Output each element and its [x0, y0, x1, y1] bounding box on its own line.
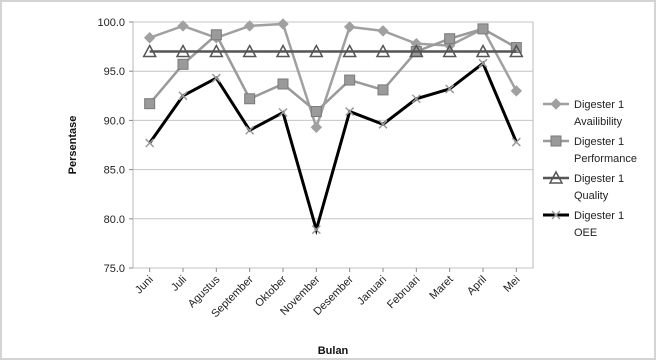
legend-marker-0 [550, 98, 562, 110]
y-tick-label: 95.0 [104, 66, 125, 78]
series-3-point [511, 137, 521, 147]
series-1-point [244, 93, 256, 105]
series-2-point [275, 43, 291, 58]
series-line-3 [148, 60, 518, 236]
series-0-point [310, 121, 323, 133]
series-0-point [143, 32, 156, 44]
series-0-point [377, 25, 389, 37]
series-3-point [445, 84, 455, 94]
series-1-point [177, 58, 189, 70]
series-line-0 [149, 22, 518, 132]
legend-marker-1 [550, 135, 562, 147]
series-0-point [343, 21, 356, 33]
legend-label: Digester 1 [574, 99, 624, 111]
series-3-point [145, 138, 155, 148]
series-3-point [378, 119, 388, 129]
legend-label: Availibility [574, 116, 623, 128]
series-1-point [310, 106, 322, 118]
series-3-point [245, 125, 255, 135]
legend-marker-3 [551, 210, 561, 220]
legend-label: Digester 1 [574, 173, 624, 185]
series-1-point [210, 29, 222, 41]
series-3-point [211, 73, 221, 83]
series-2-point [342, 43, 357, 58]
series-3-point [411, 94, 421, 104]
series-1-point [444, 33, 456, 45]
series-3-point [311, 225, 321, 235]
x-tick-label: April [465, 274, 489, 298]
series-0-point [177, 20, 189, 32]
series-2-point [309, 43, 324, 58]
series-1-point [344, 74, 356, 86]
series-1-point [377, 84, 389, 96]
x-axis-title: Bulan [318, 345, 349, 357]
series-3-point [278, 107, 288, 118]
series-2-point [175, 43, 191, 58]
series-1-point [277, 78, 289, 90]
legend-marker-2 [548, 170, 564, 184]
x-tick-label: Juli [169, 274, 189, 294]
series-2-point [242, 43, 257, 58]
series-2-point [509, 43, 524, 58]
x-tick-label: Februari [385, 274, 422, 311]
legend-label: Digester 1 [574, 210, 624, 222]
series-0-point [277, 18, 289, 30]
series-2-point [142, 43, 157, 58]
x-tick-label: Mei [501, 274, 522, 295]
y-axis-title: Persentase [67, 116, 79, 175]
legend-label: Digester 1 [574, 136, 624, 148]
y-tick-label: 85.0 [104, 165, 125, 177]
series-3-point [178, 91, 188, 101]
series-2-point [475, 43, 491, 58]
series-2-point [209, 43, 224, 58]
series-0-point [243, 20, 256, 32]
x-tick-label: Maret [427, 274, 455, 302]
series-1-point [144, 98, 156, 110]
y-tick-label: 90.0 [104, 115, 125, 127]
legend-label: OEE [574, 227, 597, 239]
y-tick-label: 75.0 [104, 263, 125, 275]
series-line-1 [148, 27, 517, 114]
series-1-point [510, 42, 522, 54]
series-0-point [510, 85, 523, 97]
series-2-point [409, 43, 424, 58]
plot-area [132, 21, 534, 269]
y-tick-label: 80.0 [104, 214, 125, 226]
series-3-point [345, 107, 355, 117]
series-1-point [477, 23, 489, 35]
series-3-point [478, 58, 488, 68]
y-tick-label: 100.0 [97, 17, 125, 29]
legend-label: Performance [574, 153, 637, 165]
x-tick-label: Juni [133, 274, 156, 297]
series-2-point [442, 43, 457, 58]
legend-label: Quality [574, 190, 609, 202]
series-2-point [375, 43, 391, 58]
